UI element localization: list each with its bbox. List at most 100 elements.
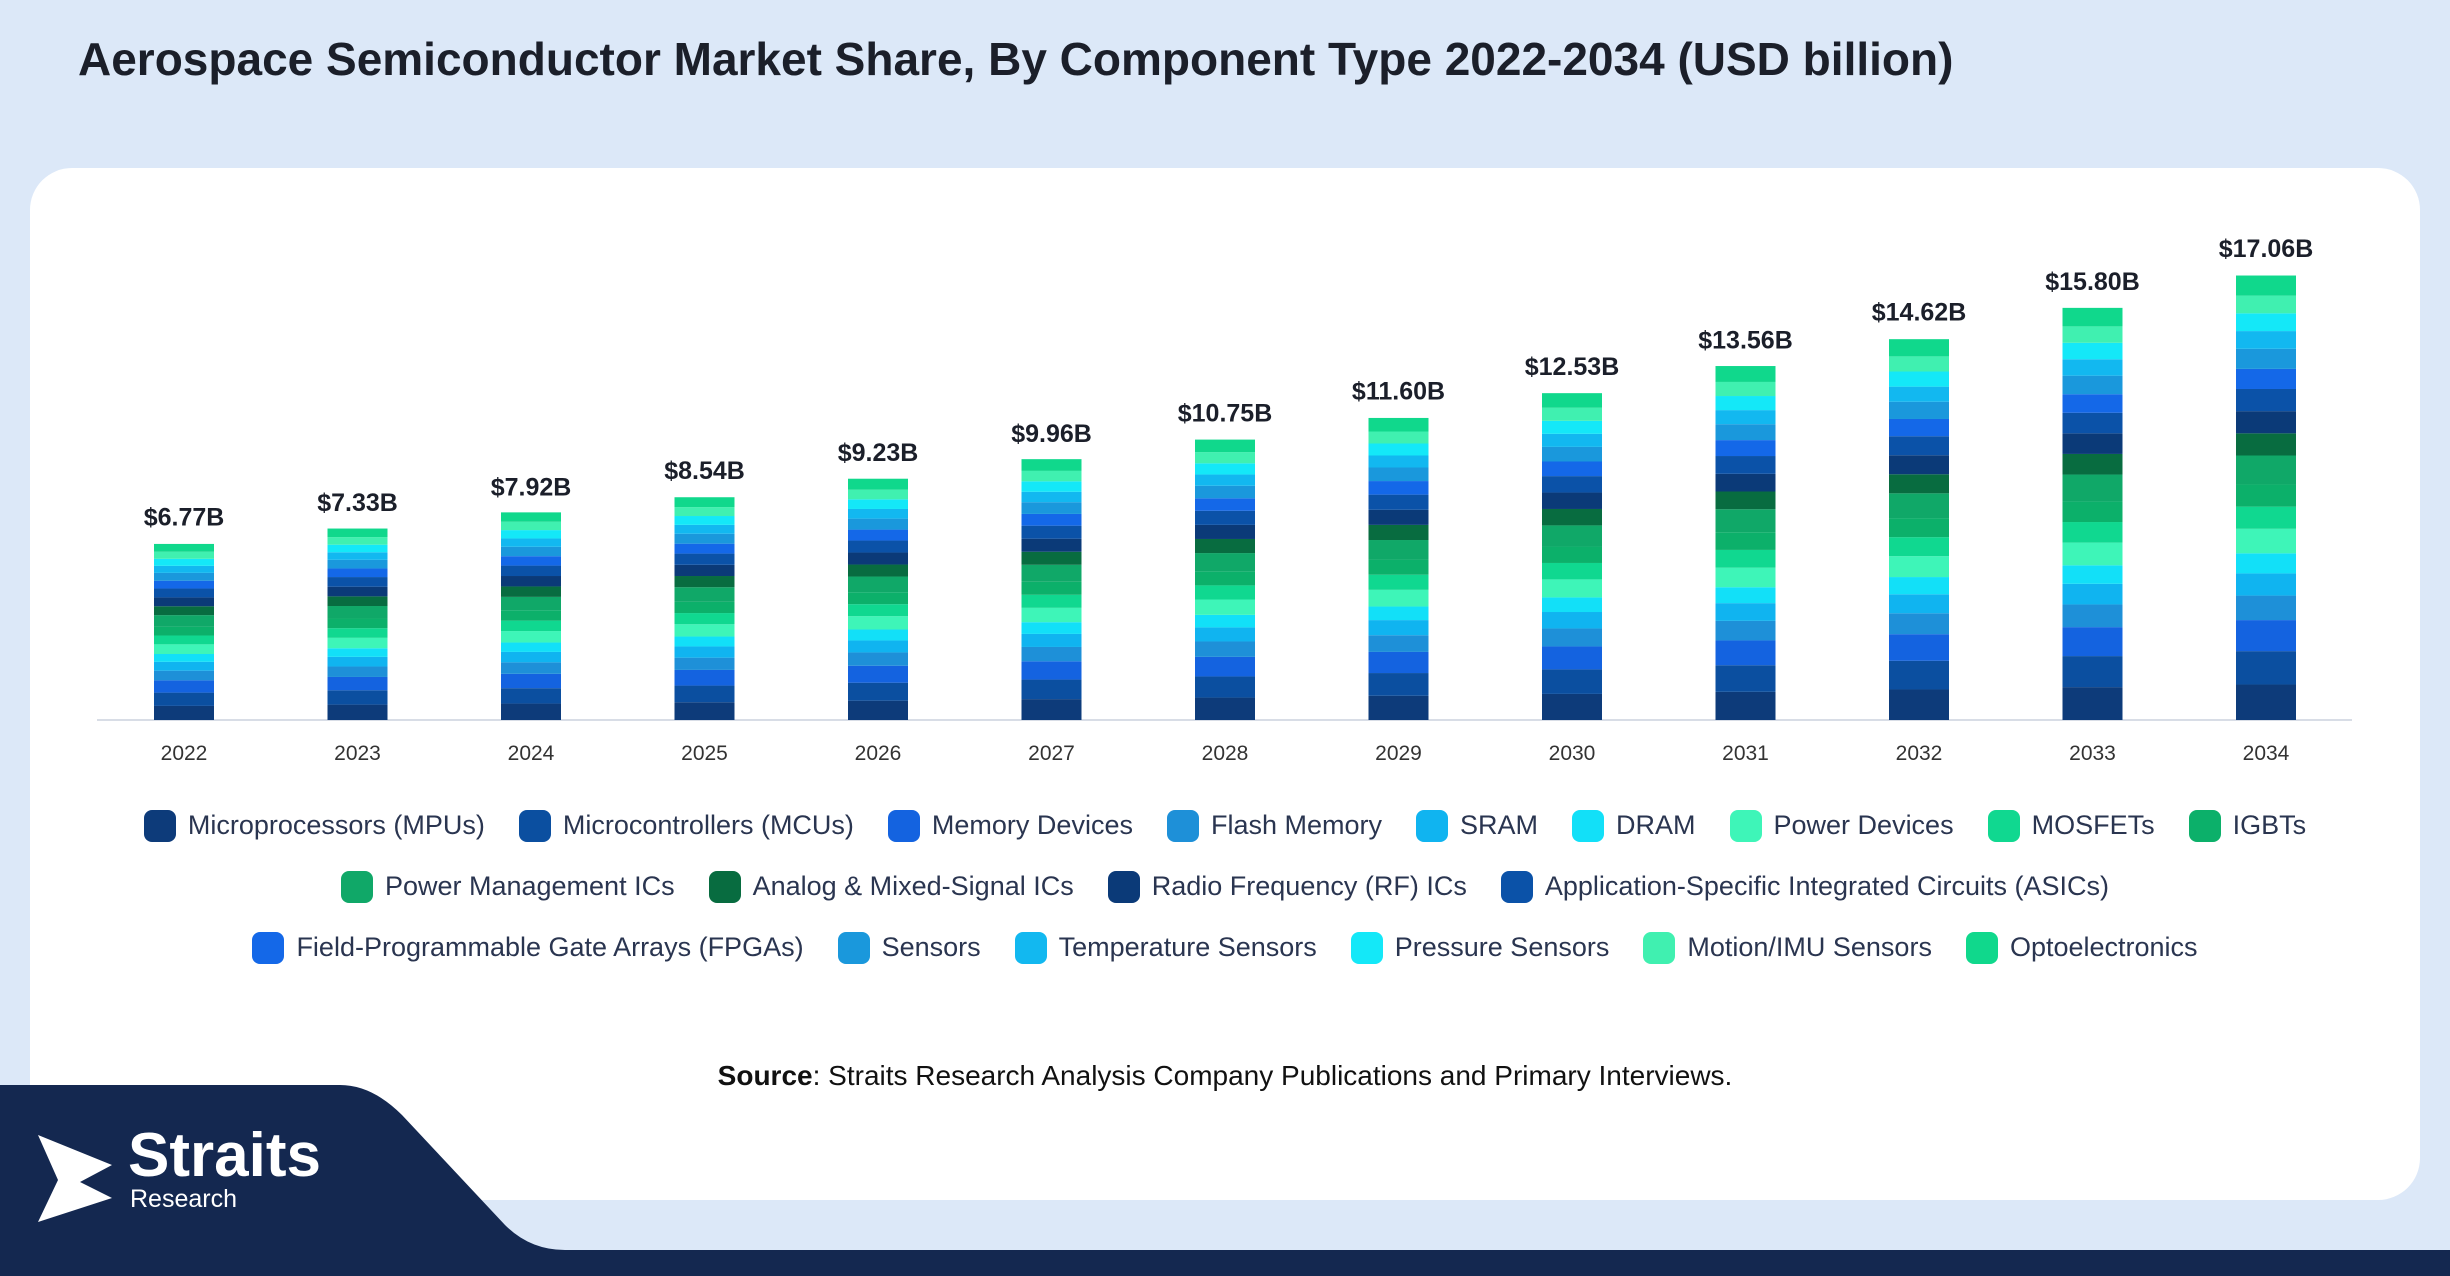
bar-segment [2236,506,2296,529]
bar-segment [2062,565,2123,584]
bar-segment [1368,620,1429,636]
legend-item: Power Devices [1729,809,1954,842]
legend-item: Microprocessors (MPUs) [143,809,485,842]
bar-segment [1542,562,1602,580]
bar-segment [2236,573,2296,596]
footer-band [0,1085,2450,1276]
bar-segment [674,624,735,637]
bar-segment [1368,509,1429,525]
bar-segment [674,516,735,525]
legend-swatch [1572,809,1605,842]
bar-segment [1195,614,1255,628]
legend-item: Temperature Sensors [1014,931,1317,964]
bar-segment [1715,640,1776,666]
x-tick-label: 2029 [1375,742,1422,765]
total-label: $10.75B [1178,400,1273,428]
legend-label: IGBTs [2232,810,2307,840]
bar-segment [1715,691,1776,720]
bar-segment [848,700,908,720]
bar-segment [1368,673,1429,696]
bar-segment [2236,295,2296,314]
legend-label: Optoelectronics [2009,932,2198,962]
bar-segment [2236,388,2296,412]
bar-segment [2062,542,2123,566]
bar-segment [2062,326,2123,343]
bar-segment [848,540,908,553]
bar-segment [674,702,735,720]
bar-segment [2236,620,2296,652]
total-label: $7.92B [491,473,572,501]
bar-segment [1368,606,1429,621]
bar-segment [1021,564,1082,582]
bar-segment [1889,537,1949,557]
bar-segment [327,537,388,545]
bar-segment [1889,401,1949,419]
bar-segment [1021,551,1082,565]
legend-swatch [340,870,373,903]
bar-segment [848,499,908,509]
bar-segment [2236,684,2296,720]
bar-segment [674,533,735,544]
bar-segment [1195,463,1255,475]
bar-segment [1542,646,1602,670]
bar-segment [2236,368,2296,389]
legend-item: IGBTs [2188,809,2307,842]
x-tick-label: 2031 [1722,742,1769,765]
bar-segment [501,610,561,621]
legend-row: Field-Programmable Gate Arrays (FPGAs) Se… [30,917,2420,978]
bar-segment [1195,585,1255,600]
bar-segment [327,704,388,720]
bar-segment [327,676,388,691]
bar-segment [1021,525,1082,539]
bar-segment [1889,418,1949,437]
bar-segment [501,565,561,577]
bar-segment [1889,371,1949,387]
bar-segment [848,604,908,617]
bar-segment [2062,583,2123,605]
total-label: $15.80B [2045,268,2140,296]
bar-segment [2062,522,2123,543]
bar-segment [154,661,214,671]
bar-segment [2236,528,2296,554]
bar-segment [1195,439,1255,453]
bar-segment [674,646,735,658]
bar-segment [1368,467,1429,482]
legend-label: Temperature Sensors [1058,932,1317,962]
bar-segment [1368,540,1429,560]
bar-segment [1542,461,1602,477]
legend-swatch [1643,931,1676,964]
bar-segment [1368,443,1429,456]
legend-item: Motion/IMU Sensors [1643,931,1932,964]
x-tick-label: 2030 [1549,742,1596,765]
bar-segment [327,666,388,677]
legend-label: MOSFETs [2031,810,2155,840]
total-label: $14.62B [1872,299,1967,327]
bar-segment [154,580,214,589]
bar-segment [501,521,561,531]
legend-label: Motion/IMU Sensors [1687,932,1932,962]
bar-segment [674,564,735,577]
legend-item: Microcontrollers (MCUs) [518,809,854,842]
bar-segment [1195,676,1255,698]
bar-segment [327,596,388,607]
legend-label: SRAM [1460,810,1539,840]
bar-segment [2062,307,2123,327]
bar-segment [1715,509,1776,533]
bar-segment [1021,459,1082,471]
bar-segment [2062,501,2123,523]
bar-segment [1021,481,1082,492]
x-tick-label: 2028 [1202,742,1249,765]
bar-segment [327,637,388,649]
legend-swatch [1965,931,1998,964]
bar-segment [1195,498,1255,511]
bar-segment [848,489,908,500]
bar-segment [1195,697,1255,720]
legend-label: Application-Specific Integrated Circuits… [1544,871,2110,901]
legend-swatch [1350,931,1383,964]
bar-segment [1542,669,1602,694]
bar-segment [1195,571,1255,586]
bar-segment [848,592,908,605]
bar-segment [848,508,908,519]
bar-segment [848,518,908,530]
bar-segment [1368,524,1429,541]
